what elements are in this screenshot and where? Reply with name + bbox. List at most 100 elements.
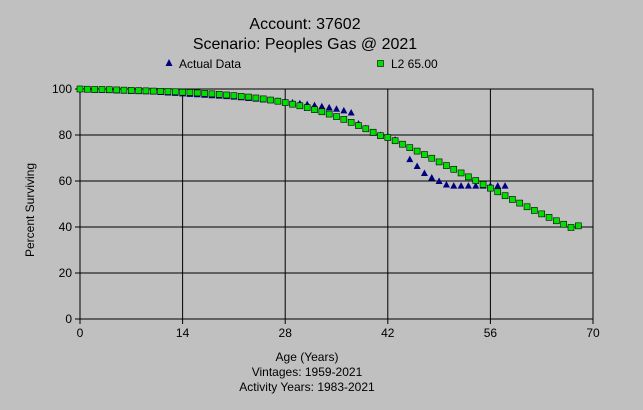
- x-tick-label: 28: [279, 326, 293, 340]
- actual-data-point: [450, 182, 458, 189]
- x-tick-label: 56: [484, 326, 498, 340]
- l2-point: [516, 199, 524, 207]
- footnote-activity-years: Activity Years: 1983-2021: [239, 380, 375, 394]
- l2-point: [355, 122, 362, 129]
- actual-data-point: [501, 182, 509, 189]
- l2-point: [208, 90, 216, 98]
- l2-point: [560, 220, 567, 228]
- l2-point: [311, 106, 318, 113]
- l2-point: [443, 162, 450, 169]
- l2-point: [325, 110, 333, 118]
- actual-data-point: [435, 177, 443, 184]
- l2-point: [237, 93, 245, 100]
- l2-point: [106, 86, 113, 93]
- actual-data-point: [494, 182, 502, 189]
- actual-data-point: [442, 180, 450, 188]
- l2-point: [179, 88, 186, 96]
- l2-point: [120, 86, 128, 94]
- l2-point: [538, 210, 546, 218]
- y-tick-label: 100: [52, 82, 72, 96]
- x-tick-label: 0: [77, 326, 84, 340]
- l2-point: [531, 207, 538, 214]
- l2-point: [267, 96, 274, 104]
- l2-point: [128, 87, 135, 94]
- x-axis-label: Age (Years): [276, 350, 339, 364]
- chart-subtitle: Scenario: Peoples Gas @ 2021: [193, 36, 417, 53]
- legend-actual-data-marker: [165, 59, 173, 66]
- l2-point: [113, 86, 120, 94]
- l2-point: [428, 154, 436, 162]
- l2-point: [472, 177, 480, 184]
- l2-point: [171, 88, 179, 96]
- l2-point: [487, 184, 494, 192]
- l2-point: [391, 137, 399, 145]
- l2-point: [399, 140, 406, 148]
- l2-point: [553, 217, 560, 225]
- x-tick-label: 14: [176, 326, 190, 340]
- l2-point: [193, 89, 201, 97]
- legend: Actual Data L2 65.00: [165, 57, 438, 71]
- y-tick-label: 60: [59, 174, 73, 188]
- l2-point: [98, 86, 106, 93]
- l2-point: [479, 181, 487, 188]
- l2-point: [296, 102, 304, 110]
- l2-point: [84, 85, 91, 93]
- l2-point: [76, 85, 84, 93]
- gridlines: [80, 89, 593, 319]
- l2-point: [215, 90, 223, 98]
- l2-point: [142, 87, 150, 95]
- l2-point: [157, 88, 164, 95]
- l2-point: [450, 165, 458, 173]
- l2-point: [347, 119, 355, 126]
- l2-point: [281, 99, 289, 106]
- l2-point: [413, 147, 421, 155]
- l2-point: [494, 188, 502, 196]
- l2-point: [523, 203, 531, 211]
- actual-data-point: [325, 103, 333, 111]
- l2-point: [435, 158, 443, 166]
- actual-data-point: [472, 182, 480, 189]
- y-axis-label: Percent Surviving: [23, 163, 37, 257]
- l2-point: [318, 108, 326, 116]
- l2-point: [333, 113, 340, 120]
- y-tick-label: 80: [59, 128, 73, 142]
- l2-point: [230, 92, 238, 99]
- l2-point: [509, 196, 516, 203]
- l2-point: [384, 134, 392, 141]
- l2-point: [369, 128, 377, 136]
- x-tick-label: 42: [381, 326, 395, 340]
- actual-data-point: [464, 182, 472, 189]
- l2-point: [135, 87, 142, 94]
- l2-point: [340, 116, 348, 123]
- actual-data-point: [457, 182, 465, 189]
- l2-point: [164, 88, 172, 95]
- l2-point: [362, 125, 370, 133]
- chart-title: Account: 37602: [249, 16, 360, 33]
- l2-point: [575, 222, 582, 230]
- l2-point: [289, 100, 296, 108]
- actual-data-point: [413, 162, 421, 170]
- l2-point: [377, 132, 384, 139]
- y-tick-label: 20: [59, 266, 73, 280]
- l2-point: [501, 192, 509, 200]
- l2-point: [149, 87, 157, 95]
- l2-point: [201, 90, 208, 97]
- l2-point: [186, 89, 194, 96]
- y-axis: 0 20 40 60 80 100: [52, 82, 80, 326]
- actual-data-point: [318, 102, 326, 110]
- y-tick-label: 0: [65, 312, 72, 326]
- l2-point: [303, 104, 311, 111]
- l2-point: [274, 97, 282, 105]
- actual-data-point: [333, 105, 340, 112]
- actual-data-point: [420, 169, 428, 176]
- l2-point: [91, 86, 98, 93]
- l2-point: [259, 95, 267, 103]
- legend-l2-label: L2 65.00: [391, 57, 438, 71]
- l2-point: [421, 151, 428, 158]
- l2-point: [545, 214, 553, 221]
- footnote-vintages: Vintages: 1959-2021: [252, 365, 363, 379]
- legend-l2-marker: [377, 60, 384, 67]
- l2-point: [567, 224, 575, 231]
- l2-point: [223, 91, 230, 99]
